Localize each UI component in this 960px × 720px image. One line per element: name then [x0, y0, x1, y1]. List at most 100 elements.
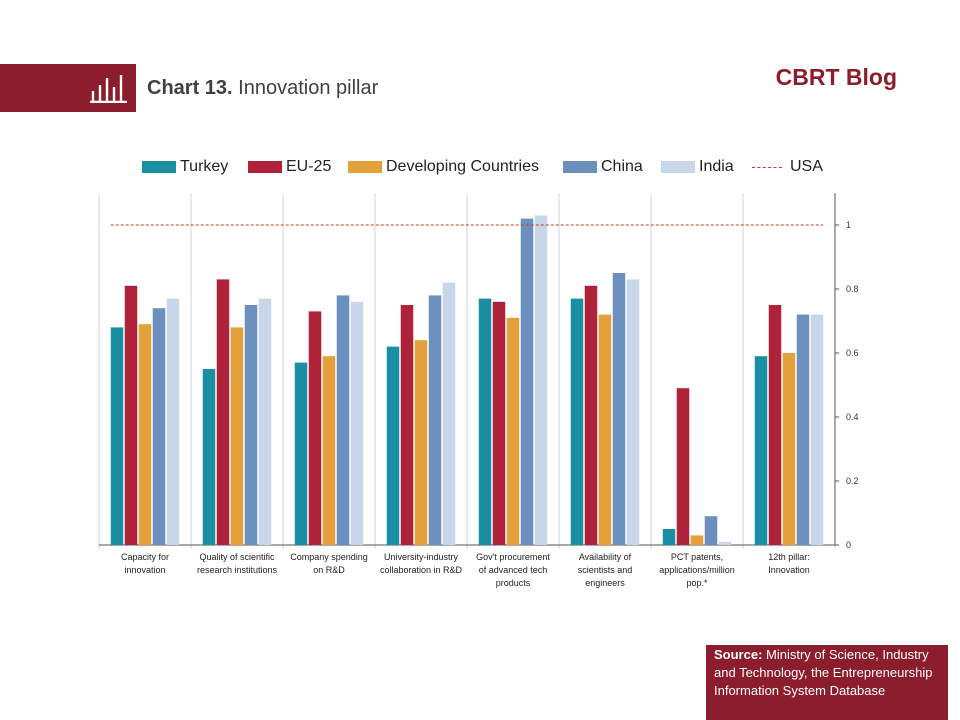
bar-eu-25 [308, 311, 322, 545]
x-category-label: Capacity for innovation [121, 552, 169, 575]
bar-china [704, 516, 718, 545]
source-label: Source: [714, 647, 763, 662]
x-category-label-line: Gov't procurement [476, 552, 550, 562]
bar-developing-countries [782, 353, 796, 545]
bar-india [350, 301, 364, 545]
bar-india [534, 215, 548, 545]
source-text: Ministry of Science, Industry and Techno… [714, 647, 933, 698]
x-category-label-line: Capacity for [121, 552, 169, 562]
x-category-label: PCT patents, applications/million pop.* [659, 552, 735, 588]
bar-eu-25 [584, 285, 598, 545]
legend-item-turkey: Turkey [142, 155, 228, 179]
bar-developing-countries [506, 317, 520, 545]
x-category-label-line: Availability of [579, 552, 632, 562]
bar-india [166, 298, 180, 545]
legend-label-india: India [699, 158, 734, 175]
legend-item-india: India [661, 155, 734, 179]
x-category-label: Availability of scientists and engineers [578, 552, 633, 588]
x-category-label-line: Innovation [768, 565, 810, 575]
x-category-label-line: collaboration in R&D [380, 565, 463, 575]
bar-china [428, 295, 442, 545]
x-category-label: Company spending on R&D [290, 552, 368, 575]
bar-india [258, 298, 272, 545]
legend-swatch-eu25 [248, 161, 282, 173]
bar-turkey [662, 529, 676, 545]
bar-china [612, 273, 626, 545]
bar-eu-25 [124, 285, 138, 545]
bar-eu-25 [400, 305, 414, 545]
bar-developing-countries [690, 535, 704, 545]
legend-item-developing: Developing Countries [348, 155, 539, 179]
legend-swatch-turkey [142, 161, 176, 173]
legend-label-usa: USA [790, 158, 823, 175]
legend-swatch-usa [752, 166, 782, 168]
bar-developing-countries [230, 327, 244, 545]
bar-turkey [754, 356, 768, 545]
bar-eu-25 [768, 305, 782, 545]
x-category-label: Quality of scientific research institutio… [197, 552, 278, 575]
x-category-label-line: Quality of scientific [199, 552, 275, 562]
brand-logo-text: CBRT Blog [775, 64, 897, 90]
y-tick-label: 1 [846, 220, 851, 230]
bar-china [520, 218, 534, 545]
legend-item-usa: USA [752, 155, 823, 179]
bar-turkey [202, 369, 216, 545]
legend-swatch-developing [348, 161, 382, 173]
x-category-label-line: scientists and [578, 565, 633, 575]
chart-number: Chart 13. [147, 77, 233, 99]
x-category-label-line: applications/million [659, 565, 735, 575]
legend-swatch-india [661, 161, 695, 173]
chart-title: Chart 13. Innovation pillar [147, 77, 378, 100]
bar-developing-countries [138, 324, 152, 545]
bar-turkey [570, 298, 584, 545]
x-category-label-line: engineers [585, 578, 625, 588]
bar-india [810, 314, 824, 545]
bar-turkey [110, 327, 124, 545]
source-box: Source: Ministry of Science, Industry an… [706, 645, 948, 720]
x-category-label: 12th pillar: Innovation [768, 552, 810, 575]
bar-eu-25 [492, 301, 506, 545]
bar-turkey [386, 346, 400, 545]
bar-developing-countries [322, 356, 336, 545]
legend-label-eu25: EU-25 [286, 158, 332, 175]
bar-chart-icon [90, 75, 127, 103]
chart-legend: Turkey EU-25 Developing Countries China … [0, 155, 960, 179]
x-category-label-line: pop.* [686, 578, 708, 588]
y-tick-label: 0.6 [846, 348, 859, 358]
bar-eu-25 [676, 388, 690, 545]
bar-china [152, 308, 166, 545]
bar-india [442, 282, 456, 545]
x-category-label-line: of advanced tech [479, 565, 548, 575]
bar-china [336, 295, 350, 545]
y-tick-label: 0.8 [846, 284, 859, 294]
x-category-label-line: on R&D [313, 565, 345, 575]
bar-turkey [294, 362, 308, 545]
legend-label-china: China [601, 158, 643, 175]
x-category-label: University-industry collaboration in R&D [380, 552, 463, 575]
x-category-label-line: innovation [124, 565, 165, 575]
chart-name: Innovation pillar [238, 77, 379, 99]
legend-label-turkey: Turkey [180, 158, 229, 175]
legend-swatch-china [563, 161, 597, 173]
x-category-label-line: products [496, 578, 531, 588]
y-tick-label: 0.4 [846, 412, 859, 422]
legend-item-eu25: EU-25 [248, 155, 331, 179]
bar-india [626, 279, 640, 545]
bar-developing-countries [414, 340, 428, 545]
x-category-label: Gov't procurement of advanced tech product… [476, 552, 550, 588]
x-category-label-line: University-industry [384, 552, 459, 562]
bar-china [244, 305, 258, 545]
bar-developing-countries [598, 314, 612, 545]
x-category-label-line: Company spending [290, 552, 368, 562]
legend-item-china: China [563, 155, 643, 179]
y-tick-label: 0.2 [846, 476, 859, 486]
x-category-label-line: research institutions [197, 565, 278, 575]
legend-label-developing: Developing Countries [386, 158, 539, 175]
bar-china [796, 314, 810, 545]
bar-turkey [478, 298, 492, 545]
y-tick-label: 0 [846, 540, 851, 550]
x-category-label-line: PCT patents, [671, 552, 723, 562]
bar-india [718, 541, 732, 545]
bar-eu-25 [216, 279, 230, 545]
